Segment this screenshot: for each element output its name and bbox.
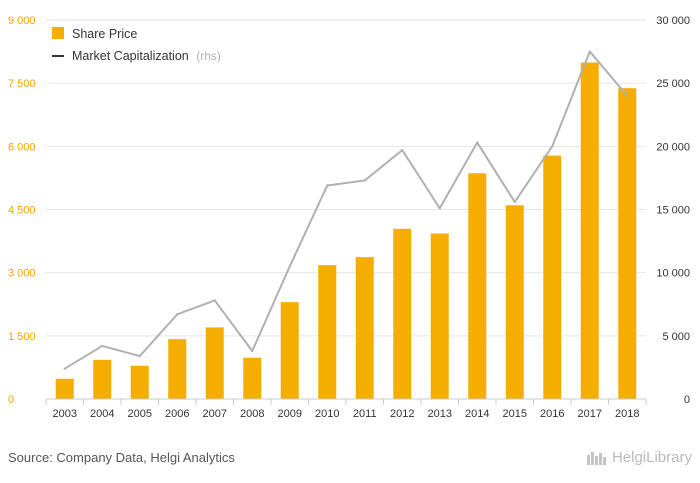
y-left-tick-label: 1 500 (8, 331, 36, 343)
share-price-bar (468, 173, 487, 399)
x-tick-label: 2010 (315, 408, 339, 420)
y-left-tick-label: 0 (8, 394, 14, 406)
legend: Share Price Market Capitalization (rhs) (52, 27, 221, 63)
y-right-tick-label: 0 (684, 394, 690, 406)
market-cap-point (401, 148, 404, 152)
market-cap-point (101, 344, 104, 348)
share-price-bar (243, 357, 262, 399)
share-price-bar (618, 88, 637, 399)
share-price-bar (430, 233, 449, 399)
y-right-tick-label: 15 000 (656, 205, 690, 217)
chart-svg: 0 1 500 3 000 4 500 6 000 7 500 9 000 0 5 000 10 … (8, 15, 690, 420)
x-tick-label: 2009 (278, 408, 302, 420)
brand-name: HelgiLibrary (611, 449, 692, 466)
legend-label-share-price: Share Price (72, 27, 137, 41)
library-logo-icon (586, 451, 606, 465)
x-tick-label: 2017 (578, 408, 602, 420)
y-right-tick-label: 20 000 (656, 141, 690, 153)
y-right-tick-label: 10 000 (656, 268, 690, 280)
market-cap-line (63, 50, 629, 370)
market-cap-point (288, 265, 291, 268)
x-tick-label: 2008 (240, 408, 264, 420)
y-left-tick-label: 6 000 (8, 141, 36, 153)
y-left-tick-label: 4 500 (8, 205, 36, 217)
market-cap-point (63, 367, 66, 370)
market-cap-line-path (64, 50, 629, 370)
share-price-bar (505, 205, 524, 399)
share-price-bar (55, 378, 74, 399)
market-cap-point (476, 141, 479, 144)
market-cap-point (326, 184, 329, 187)
y-right-tick-label: 5 000 (662, 331, 690, 343)
x-tick-label: 2014 (465, 408, 489, 420)
y-left-tick-label: 7 500 (8, 78, 36, 90)
x-tick-label: 2011 (353, 408, 377, 420)
market-cap-point (138, 354, 141, 358)
market-cap-point (363, 179, 366, 182)
legend-label-market-cap: Market Capitalization (rhs) (72, 49, 221, 63)
y-right-tick-label: 25 000 (656, 78, 690, 90)
share-price-bar (205, 327, 224, 399)
x-tick-label: 2005 (128, 408, 152, 420)
x-tick-label: 2003 (53, 408, 77, 420)
share-price-bar (93, 359, 112, 399)
x-tick-label: 2012 (390, 408, 414, 420)
share-price-bar (168, 339, 187, 399)
market-cap-point (176, 313, 179, 316)
axes: 0 1 500 3 000 4 500 6 000 7 500 9 000 0 5 000 10 … (8, 15, 690, 420)
share-price-bar (393, 228, 412, 399)
market-cap-point (213, 299, 216, 302)
legend-swatch-share-price (52, 27, 64, 39)
share-price-bars (55, 62, 637, 399)
market-cap-point (626, 94, 629, 98)
x-tick-label: 2006 (165, 408, 189, 420)
x-tick-label: 2004 (90, 408, 114, 420)
legend-label-market-cap-suffix: (rhs) (196, 49, 221, 63)
share-price-bar (580, 62, 599, 399)
share-price-bar (130, 365, 149, 399)
share-price-bar (355, 257, 374, 399)
legend-label-market-cap-name: Market Capitalization (72, 49, 189, 63)
share-price-bar (280, 302, 299, 399)
x-tick-label: 2018 (615, 408, 639, 420)
y-left-tick-label: 3 000 (8, 268, 36, 280)
source-note: Source: Company Data, Helgi Analytics (8, 450, 235, 465)
x-tick-label: 2015 (503, 408, 527, 420)
brand-logo: HelgiLibrary (586, 449, 692, 466)
market-cap-point (551, 145, 554, 148)
share-price-bar (543, 155, 562, 399)
x-tick-label: 2007 (203, 408, 227, 420)
y-right-tick-label: 30 000 (656, 15, 690, 27)
x-tick-label: 2013 (428, 408, 452, 420)
market-cap-point (588, 50, 591, 53)
share-price-bar (318, 265, 337, 399)
market-cap-point (513, 200, 516, 204)
market-cap-point (251, 349, 254, 353)
market-cap-point (438, 207, 441, 210)
y-left-tick-label: 9 000 (8, 15, 36, 27)
x-tick-label: 2016 (540, 408, 564, 420)
